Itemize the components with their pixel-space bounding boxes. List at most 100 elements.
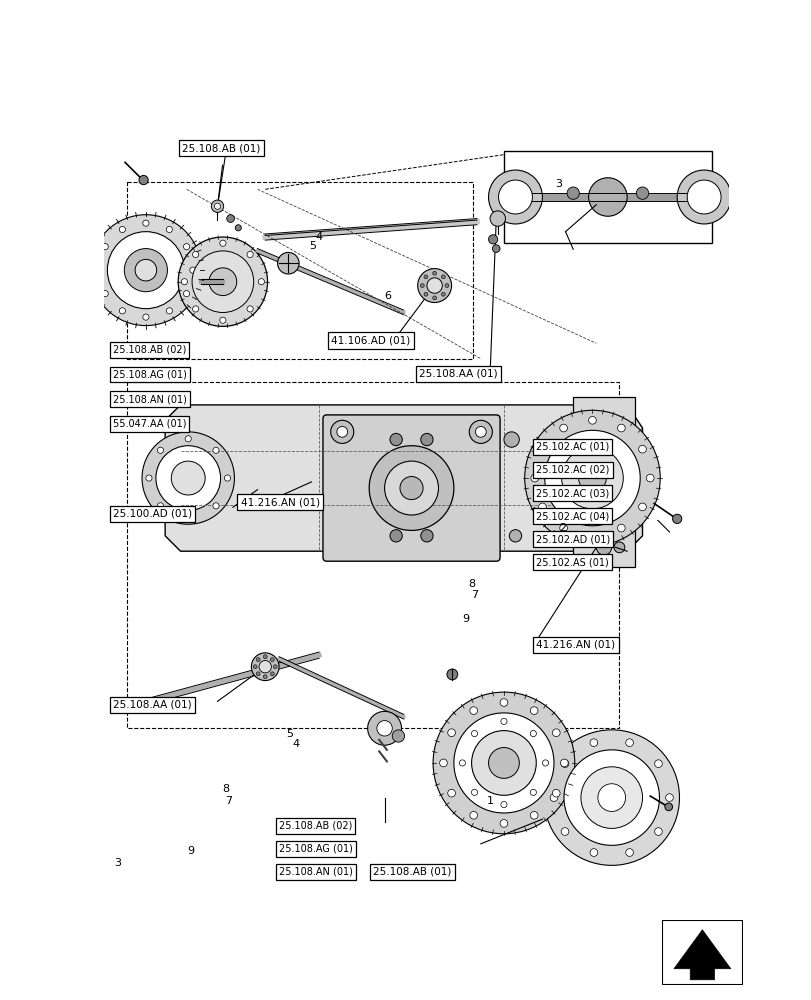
Text: 25.108.AN (01): 25.108.AN (01): [279, 867, 353, 877]
Circle shape: [171, 461, 205, 495]
Circle shape: [488, 748, 519, 778]
Circle shape: [146, 475, 152, 481]
Text: 25.108.AB (02): 25.108.AB (02): [279, 821, 352, 831]
Circle shape: [676, 170, 730, 224]
Circle shape: [90, 215, 201, 326]
Bar: [127, 382, 619, 728]
Circle shape: [446, 669, 457, 680]
Text: 25.108.AG (01): 25.108.AG (01): [113, 369, 187, 379]
Circle shape: [389, 530, 401, 542]
Circle shape: [143, 314, 148, 320]
Circle shape: [258, 279, 264, 285]
Circle shape: [625, 849, 633, 856]
Circle shape: [441, 292, 444, 296]
Circle shape: [212, 447, 219, 453]
Circle shape: [498, 180, 532, 214]
Circle shape: [500, 699, 507, 706]
Circle shape: [142, 432, 234, 524]
Circle shape: [135, 259, 157, 281]
Text: 41.216.AN (01): 41.216.AN (01): [240, 497, 320, 507]
Circle shape: [551, 789, 560, 797]
Text: 25.108.AB (01): 25.108.AB (01): [372, 867, 451, 877]
Circle shape: [183, 244, 190, 250]
Circle shape: [560, 760, 569, 768]
Circle shape: [538, 503, 546, 511]
Circle shape: [376, 721, 392, 736]
Circle shape: [102, 291, 108, 297]
Circle shape: [491, 245, 500, 252]
Circle shape: [208, 268, 237, 296]
Circle shape: [469, 420, 491, 443]
Circle shape: [551, 729, 560, 737]
Circle shape: [595, 540, 611, 555]
Circle shape: [432, 692, 574, 834]
Circle shape: [447, 789, 455, 797]
Text: 41.216.AN (01): 41.216.AN (01): [535, 640, 615, 650]
Circle shape: [665, 794, 672, 801]
Circle shape: [616, 524, 624, 532]
Circle shape: [588, 416, 595, 424]
Circle shape: [181, 279, 187, 285]
Circle shape: [524, 410, 659, 546]
Text: 9: 9: [187, 846, 195, 856]
Circle shape: [488, 170, 542, 224]
Circle shape: [638, 503, 646, 511]
Circle shape: [500, 718, 506, 724]
Circle shape: [566, 187, 579, 199]
Circle shape: [636, 187, 648, 199]
Circle shape: [447, 729, 455, 737]
Circle shape: [441, 275, 444, 279]
Circle shape: [560, 759, 568, 767]
Circle shape: [178, 237, 267, 326]
Circle shape: [124, 249, 167, 292]
Text: 25.102.AC (02): 25.102.AC (02): [535, 465, 609, 475]
Circle shape: [251, 653, 279, 681]
Circle shape: [559, 524, 567, 532]
Circle shape: [192, 306, 199, 312]
Circle shape: [156, 446, 221, 510]
Circle shape: [166, 308, 172, 314]
Circle shape: [119, 308, 126, 314]
Text: 25.108.AA (01): 25.108.AA (01): [418, 369, 497, 379]
Text: 8: 8: [221, 784, 229, 794]
Circle shape: [439, 759, 447, 767]
Text: 4: 4: [292, 739, 299, 749]
Circle shape: [654, 828, 662, 835]
Text: 25.108.AB (02): 25.108.AB (02): [113, 345, 186, 355]
Circle shape: [471, 789, 477, 795]
Circle shape: [119, 226, 126, 233]
Circle shape: [559, 424, 567, 432]
Circle shape: [625, 739, 633, 747]
Circle shape: [453, 713, 553, 813]
Circle shape: [646, 474, 654, 482]
Circle shape: [578, 464, 606, 492]
Text: 25.102.AC (04): 25.102.AC (04): [535, 511, 609, 521]
Circle shape: [212, 503, 219, 509]
Text: 9: 9: [461, 614, 469, 624]
Text: 25.102.AD (01): 25.102.AD (01): [535, 534, 610, 544]
Circle shape: [107, 232, 184, 309]
Bar: [504, 151, 711, 243]
Circle shape: [253, 665, 257, 669]
Circle shape: [500, 801, 506, 808]
Circle shape: [561, 447, 623, 509]
Circle shape: [389, 433, 401, 446]
Circle shape: [235, 225, 241, 231]
Circle shape: [654, 760, 662, 768]
Circle shape: [590, 849, 597, 856]
Text: 7: 7: [225, 796, 232, 806]
Circle shape: [588, 532, 595, 540]
Circle shape: [588, 178, 626, 216]
Circle shape: [423, 275, 427, 279]
Text: 5: 5: [309, 241, 316, 251]
Circle shape: [220, 240, 225, 246]
Circle shape: [247, 306, 253, 312]
Text: 41.106.AD (01): 41.106.AD (01): [331, 336, 410, 346]
Circle shape: [259, 661, 271, 673]
Circle shape: [672, 514, 681, 523]
Circle shape: [560, 828, 569, 835]
Circle shape: [616, 424, 624, 432]
Circle shape: [500, 820, 507, 827]
Text: 25.108.AB (01): 25.108.AB (01): [182, 143, 260, 153]
Polygon shape: [673, 930, 730, 980]
